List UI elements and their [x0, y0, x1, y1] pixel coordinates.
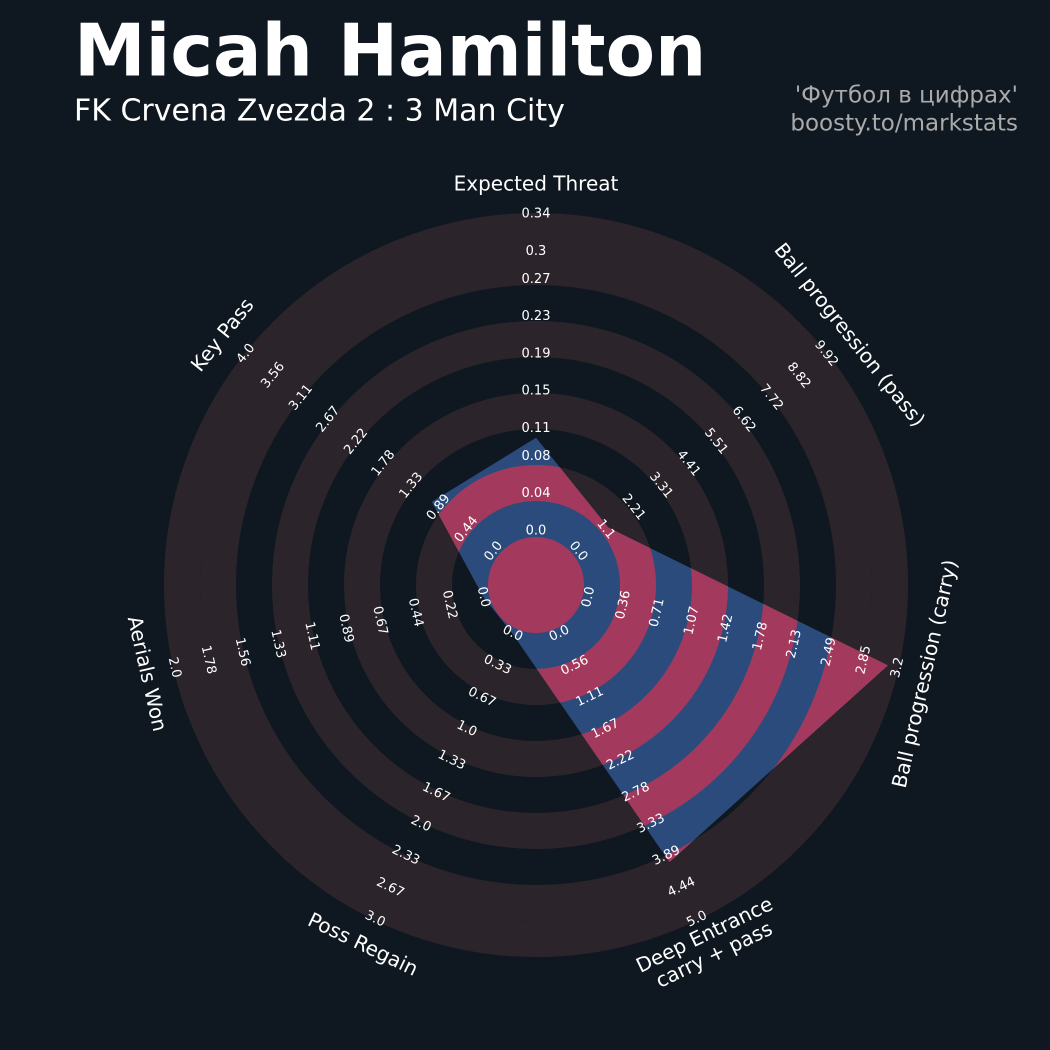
- tick-label: 0.3: [526, 244, 547, 259]
- ring-band: [200, 249, 872, 921]
- tick-label: 1.33: [267, 628, 288, 660]
- tick-label: 0.67: [369, 605, 390, 637]
- param-label: Expected Threat: [454, 172, 619, 196]
- tick-label: 0.36: [613, 589, 634, 621]
- tick-label: 0.0: [579, 585, 598, 609]
- credit: boosty.to/markstats: [790, 111, 1018, 137]
- tick-label: 0.0: [526, 524, 547, 539]
- ring-band: [272, 321, 800, 849]
- tick-label: 0.23: [522, 309, 551, 324]
- tick-label: 0.11: [522, 421, 551, 436]
- ring-band: [164, 213, 908, 957]
- tick-label: 1.78: [750, 620, 771, 652]
- tick-label: 3.2: [888, 656, 907, 680]
- chart-title: Micah Hamilton: [74, 9, 706, 93]
- tick-label: 0.0: [474, 585, 493, 609]
- center-circle: [488, 537, 584, 633]
- tick-label: 1.56: [232, 636, 253, 668]
- tick-label: 2.85: [853, 644, 874, 676]
- tick-label: 1.07: [681, 605, 702, 637]
- param-label: Aerials Won: [123, 614, 173, 734]
- credit: 'Футбол в цифрах': [795, 83, 1018, 109]
- chart-subtitle: FK Crvena Zvezda 2 : 3 Man City: [74, 94, 565, 129]
- rings: [164, 213, 908, 957]
- tick-label: 1.78: [198, 644, 219, 676]
- tick-label: 0.44: [405, 597, 426, 629]
- tick-label: 0.27: [522, 272, 551, 287]
- tick-label: 0.71: [647, 597, 668, 629]
- tick-label: 0.34: [522, 207, 551, 222]
- tick-label: 0.08: [522, 449, 551, 464]
- tick-label: 0.15: [522, 384, 551, 399]
- tick-label: 2.13: [784, 628, 805, 660]
- tick-label: 0.22: [439, 589, 460, 621]
- tick-label: 0.04: [522, 486, 551, 501]
- tick-label: 0.19: [522, 346, 551, 361]
- tick-label: 2.49: [819, 636, 840, 668]
- tick-label: 1.11: [301, 620, 322, 652]
- tick-label: 1.42: [715, 613, 736, 645]
- tick-label: 2.0: [165, 656, 184, 680]
- tick-label: 0.89: [335, 613, 356, 645]
